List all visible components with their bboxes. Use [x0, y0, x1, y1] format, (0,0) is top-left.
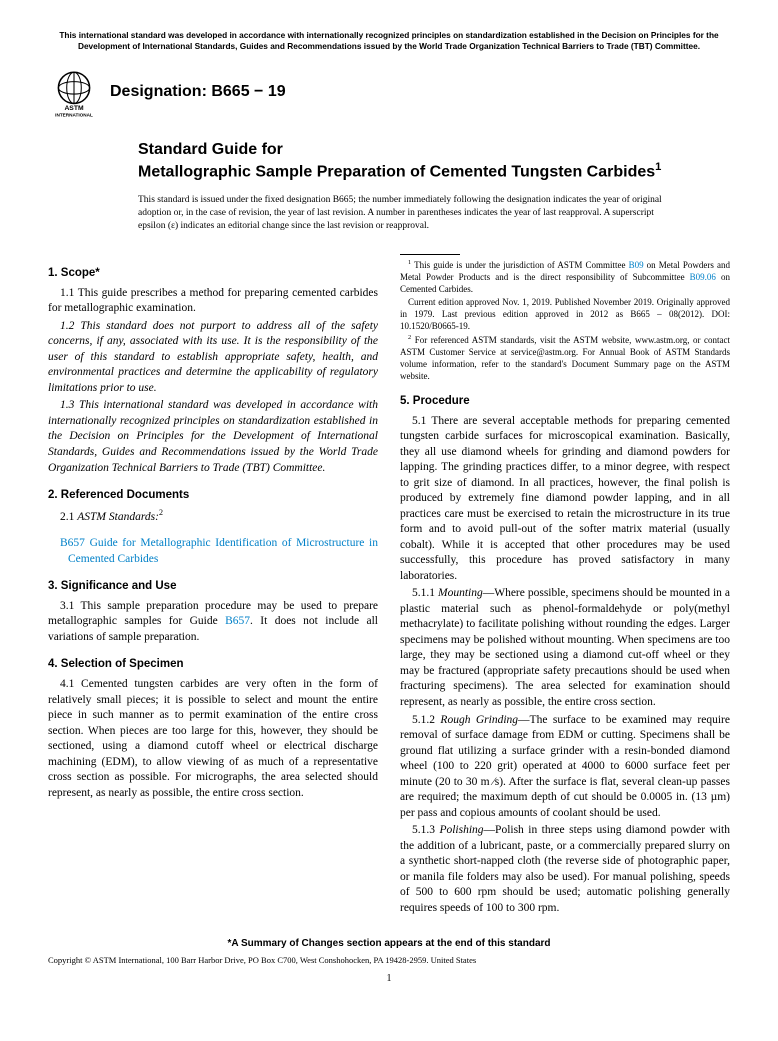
para-1-1: 1.1 This guide prescribes a method for p…: [48, 286, 378, 317]
para-1-3: 1.3 This international standard was deve…: [48, 398, 378, 476]
summary-note: *A Summary of Changes section appears at…: [48, 938, 730, 949]
p513-body: —Polish in three steps using diamond pow…: [400, 824, 730, 914]
p513-term: Polishing: [439, 824, 483, 836]
ref-text: Guide for Metallographic Identification …: [68, 537, 378, 565]
para-5-1-3: 5.1.3 Polishing—Polish in three steps us…: [400, 823, 730, 916]
ref-b657[interactable]: B657 Guide for Metallographic Identifica…: [68, 536, 378, 567]
section-2-head: 2. Referenced Documents: [48, 488, 378, 504]
para-2-1-sup: 2: [159, 508, 163, 517]
p512-term: Rough Grinding: [440, 714, 518, 726]
astm-logo: ASTM INTERNATIONAL: [48, 66, 100, 118]
page-number: 1: [48, 973, 730, 984]
ref-code: B657: [60, 537, 85, 549]
fn2: For referenced ASTM standards, visit the…: [400, 335, 730, 380]
p512-lead: 5.1.2: [412, 714, 440, 726]
para-5-1: 5.1 There are several acceptable methods…: [400, 414, 730, 585]
title-main-text: Metallographic Sample Preparation of Cem…: [138, 163, 655, 180]
link-b657[interactable]: B657: [225, 615, 250, 627]
p512-body: —The surface to be examined may require …: [400, 714, 730, 819]
para-5-1-2: 5.1.2 Rough Grinding—The surface to be e…: [400, 713, 730, 822]
svg-text:ASTM: ASTM: [64, 105, 84, 112]
link-b09[interactable]: B09: [629, 260, 644, 270]
issue-note: This standard is issued under the fixed …: [138, 194, 668, 232]
fn1a: This guide is under the jurisdiction of …: [411, 260, 628, 270]
title-block: Standard Guide for Metallographic Sample…: [138, 140, 730, 182]
footnote-2: 2 For referenced ASTM standards, visit t…: [400, 334, 730, 382]
top-notice: This international standard was develope…: [48, 30, 730, 52]
footnote-1d: Current edition approved Nov. 1, 2019. P…: [400, 297, 730, 332]
footnote-1: 1 This guide is under the jurisdiction o…: [400, 259, 730, 295]
section-3-head: 3. Significance and Use: [48, 579, 378, 595]
section-1-head: 1. Scope*: [48, 266, 378, 282]
section-4-head: 4. Selection of Specimen: [48, 657, 378, 673]
page-bottom: *A Summary of Changes section appears at…: [48, 938, 730, 984]
copyright: Copyright © ASTM International, 100 Barr…: [48, 955, 730, 965]
document-page: This international standard was develope…: [0, 0, 778, 1002]
para-2-1-ital: ASTM Standards:: [77, 510, 159, 522]
para-5-1-1: 5.1.1 Mounting—Where possible, specimens…: [400, 586, 730, 710]
para-4-1: 4.1 Cemented tungsten carbides are very …: [48, 677, 378, 801]
para-1-2: 1.2 This standard does not purport to ad…: [48, 319, 378, 397]
title-lead: Standard Guide for: [138, 140, 730, 160]
footnote-separator: [400, 254, 460, 255]
para-2-1: 2.1 ASTM Standards:2: [48, 508, 378, 525]
title-sup: 1: [655, 161, 661, 173]
link-b0906[interactable]: B09.06: [690, 272, 716, 282]
p511-term: Mounting: [438, 587, 483, 599]
p511-body: —Where possible, specimens should be mou…: [400, 587, 730, 708]
p513-lead: 5.1.3: [412, 824, 439, 836]
section-5-head: 5. Procedure: [400, 394, 730, 410]
para-3-1: 3.1 This sample preparation procedure ma…: [48, 599, 378, 646]
footnotes: 1 This guide is under the jurisdiction o…: [400, 259, 730, 382]
header-row: ASTM INTERNATIONAL Designation: B665 − 1…: [48, 66, 730, 118]
svg-text:INTERNATIONAL: INTERNATIONAL: [55, 112, 93, 117]
title-main: Metallographic Sample Preparation of Cem…: [138, 160, 730, 182]
designation: Designation: B665 − 19: [110, 83, 286, 101]
body-columns: 1. Scope* 1.1 This guide prescribes a me…: [48, 254, 730, 916]
p511-lead: 5.1.1: [412, 587, 438, 599]
para-2-1-lead: 2.1: [60, 510, 77, 522]
